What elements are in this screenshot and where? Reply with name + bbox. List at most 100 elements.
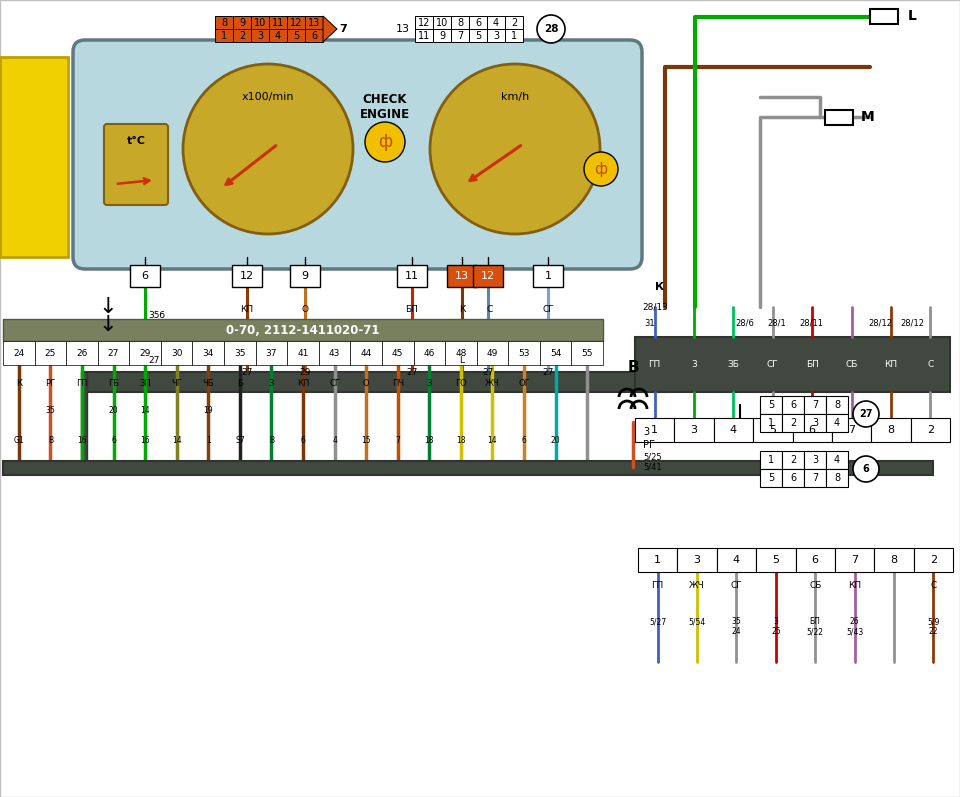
Text: 27: 27 xyxy=(108,348,119,358)
Text: БП: БП xyxy=(405,304,419,313)
Bar xyxy=(832,418,872,442)
Bar xyxy=(826,451,848,469)
Text: СГ: СГ xyxy=(542,304,554,313)
Text: 14: 14 xyxy=(140,406,150,414)
Bar xyxy=(754,418,793,442)
Text: СГ: СГ xyxy=(329,379,340,387)
Text: B: B xyxy=(269,435,274,445)
Bar xyxy=(433,16,451,29)
Text: 1: 1 xyxy=(221,30,228,41)
Text: 11: 11 xyxy=(418,30,430,41)
Polygon shape xyxy=(323,16,337,42)
Text: БП: БП xyxy=(805,360,819,369)
Text: 3: 3 xyxy=(812,418,818,428)
Text: 55: 55 xyxy=(582,348,593,358)
Text: СГ: СГ xyxy=(731,582,742,591)
Text: 7: 7 xyxy=(396,435,400,445)
Text: ГО: ГО xyxy=(455,379,467,387)
Text: 1: 1 xyxy=(768,455,774,465)
Text: С: С xyxy=(927,360,933,369)
Bar xyxy=(305,29,323,42)
Text: 6: 6 xyxy=(300,435,305,445)
Text: 19: 19 xyxy=(204,406,213,414)
Bar xyxy=(3,319,603,341)
Text: С: С xyxy=(487,304,493,313)
Text: 2: 2 xyxy=(790,418,796,428)
Bar xyxy=(233,29,251,42)
Text: БП: БП xyxy=(809,618,821,626)
Text: 7: 7 xyxy=(339,24,347,34)
Text: ГП: ГП xyxy=(652,582,663,591)
Text: 6: 6 xyxy=(475,18,481,28)
Text: 44: 44 xyxy=(361,348,372,358)
Text: ↓: ↓ xyxy=(99,315,117,335)
Text: 11: 11 xyxy=(405,271,419,281)
Bar xyxy=(130,341,161,365)
Text: 9: 9 xyxy=(239,18,245,28)
Bar xyxy=(804,451,826,469)
Bar xyxy=(269,16,287,29)
Text: 4: 4 xyxy=(275,30,281,41)
Text: 6: 6 xyxy=(812,555,819,565)
Bar xyxy=(782,451,804,469)
Text: B: B xyxy=(48,435,53,445)
Text: 3: 3 xyxy=(691,360,697,369)
Bar xyxy=(305,16,323,29)
Bar xyxy=(0,57,68,257)
Text: 2: 2 xyxy=(929,555,937,565)
Circle shape xyxy=(584,152,618,186)
Text: О: О xyxy=(363,379,370,387)
Text: S7: S7 xyxy=(235,435,245,445)
Text: 1: 1 xyxy=(651,425,659,435)
Text: 12: 12 xyxy=(240,271,254,281)
FancyBboxPatch shape xyxy=(73,40,642,269)
Text: 3: 3 xyxy=(774,618,779,626)
Bar xyxy=(290,265,320,287)
Text: 5/41: 5/41 xyxy=(643,462,661,472)
Text: 29: 29 xyxy=(139,348,151,358)
Bar xyxy=(433,29,451,42)
Text: ф: ф xyxy=(378,133,392,151)
Bar xyxy=(451,16,469,29)
Bar xyxy=(793,418,832,442)
Text: 5: 5 xyxy=(768,400,774,410)
Text: 28/12: 28/12 xyxy=(869,319,893,328)
Circle shape xyxy=(537,15,565,43)
Text: t°C: t°C xyxy=(127,136,146,146)
Text: 3: 3 xyxy=(492,30,499,41)
Circle shape xyxy=(183,64,353,234)
Text: 37: 37 xyxy=(266,348,277,358)
Text: 5/9: 5/9 xyxy=(927,618,940,626)
Text: ГП: ГП xyxy=(76,379,87,387)
Bar xyxy=(382,341,414,365)
Bar xyxy=(914,548,953,572)
Bar xyxy=(287,341,319,365)
Text: L: L xyxy=(460,355,465,364)
Bar xyxy=(232,265,262,287)
Bar xyxy=(804,396,826,414)
Text: 4: 4 xyxy=(732,555,740,565)
Text: 5: 5 xyxy=(768,473,774,483)
Text: 0-70, 2112-1411020-71: 0-70, 2112-1411020-71 xyxy=(227,324,380,336)
Bar xyxy=(350,341,382,365)
Text: 43: 43 xyxy=(329,348,340,358)
Bar xyxy=(911,418,950,442)
Bar xyxy=(487,16,505,29)
Text: 27: 27 xyxy=(241,367,252,376)
Text: km/h: km/h xyxy=(501,92,529,102)
Text: К: К xyxy=(15,379,22,387)
Text: 53: 53 xyxy=(518,348,530,358)
Text: 35б: 35б xyxy=(148,311,165,320)
Bar xyxy=(251,16,269,29)
Text: 28/13: 28/13 xyxy=(642,303,668,312)
Bar xyxy=(233,16,251,29)
Bar xyxy=(414,341,445,365)
Text: 18: 18 xyxy=(424,435,434,445)
Text: 4: 4 xyxy=(332,435,337,445)
Text: 28/11: 28/11 xyxy=(800,319,824,328)
Text: 3: 3 xyxy=(643,427,649,437)
Text: 5: 5 xyxy=(475,30,481,41)
Bar xyxy=(251,29,269,42)
Text: К: К xyxy=(459,304,466,313)
Bar xyxy=(796,548,835,572)
